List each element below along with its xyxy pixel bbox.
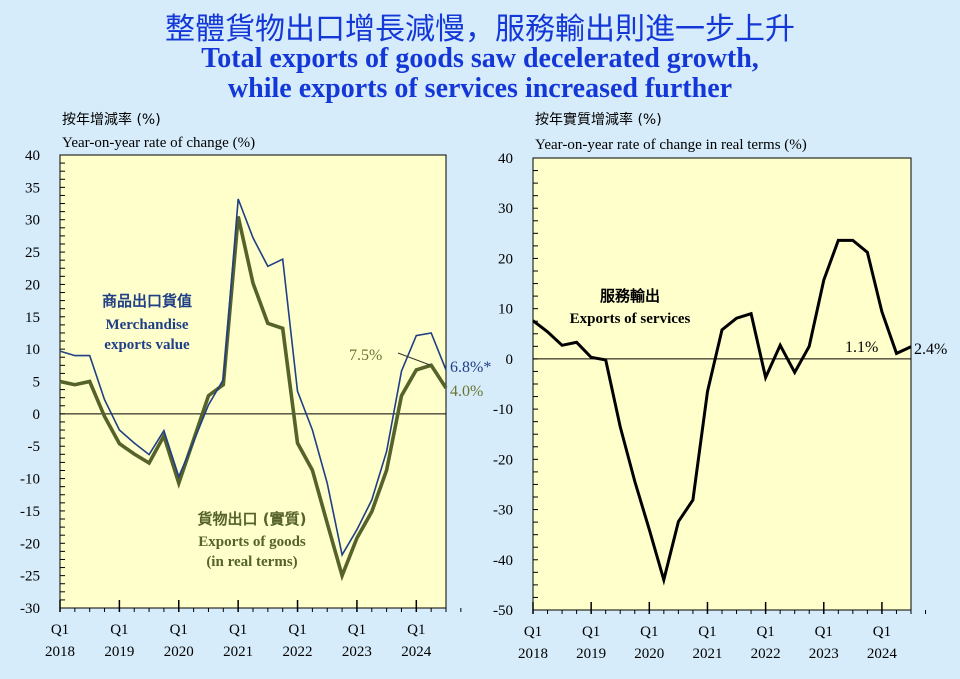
y-tick-label: -50 [493,603,513,619]
y-tick-label: -15 [20,504,40,520]
y-tick-label: -30 [20,601,40,617]
y-tick-label: 35 [25,180,40,196]
y-tick-label: 20 [25,277,40,293]
x-tick-label-year: 2024 [401,644,432,660]
y-tick-label: 30 [25,213,40,229]
x-tick-label-quarter: Q1 [698,624,716,640]
y-tick-label: 25 [25,245,40,261]
x-tick-label-year: 2018 [45,644,75,660]
y-tick-label: -10 [20,472,40,488]
merch-label-2: exports value [104,337,190,353]
x-tick-label-year: 2019 [576,646,606,662]
y-tick-label: 40 [25,148,40,164]
x-tick-label-year: 2023 [809,646,839,662]
x-tick-label-quarter: Q1 [348,622,366,638]
title-english-line-1: Total exports of goods saw decelerated g… [201,43,759,74]
right-ylabel-zh: 按年實質增減率 (%) [535,111,662,128]
x-tick-label-quarter: Q1 [229,622,247,638]
y-tick-label: 0 [33,407,41,423]
y-tick-label: -25 [20,569,40,585]
y-tick-label: 30 [498,201,513,217]
x-tick-label-year: 2020 [634,646,664,662]
x-tick-label-year: 2021 [692,646,722,662]
left-ylabel-zh: 按年增減率 (%) [62,111,161,128]
services-label: Exports of services [570,311,691,327]
x-tick-label-quarter: Q1 [524,624,542,640]
left-ylabel: Year-on-year rate of change (%) [62,135,255,151]
x-tick-label-year: 2022 [751,646,781,662]
x-tick-label-year: 2024 [867,646,898,662]
services-callout: 1.1% [845,339,878,356]
y-tick-label: 20 [498,251,513,267]
y-tick-label: -5 [28,439,41,455]
x-tick-label-quarter: Q1 [873,624,891,640]
y-tick-label: -20 [493,452,513,468]
services-label-zh: 服務輸出 [600,287,660,305]
x-tick-label-year: 2020 [164,644,194,660]
x-tick-label-quarter: Q1 [640,624,658,640]
goods-label-zh: 貨物出口 (實質) [198,510,307,528]
x-tick-label-quarter: Q1 [815,624,833,640]
y-tick-label: 0 [506,352,514,368]
left-chart: 40 35 30 25 20 15 10 5 0 -5 -10 -15 -20 -25 -30 Q1 2018 Q… [20,148,462,660]
y-tick-label: 10 [25,342,40,358]
services-end-label: 2.4% [914,341,947,358]
plot-area [532,157,912,611]
y-tick-label: 15 [25,310,40,326]
merch-end-label: 6.8%* [450,359,491,376]
plot-area [59,154,447,609]
callout-leader [397,352,431,366]
goods-label-2: (in real terms) [206,554,297,570]
right-ylabel: Year-on-year rate of change in real term… [535,137,807,153]
goods-end-label: 4.0% [450,383,483,400]
merch-label-zh: 商品出口貨值 [102,292,192,310]
goods-label: Exports of goods [198,534,306,550]
goods-callout: 7.5% [349,347,382,364]
y-tick-label: 10 [498,302,513,318]
title-english: Total exports of goods saw decelerated g… [0,44,960,104]
x-tick-label-quarter: Q1 [407,622,425,638]
x-tick-label-quarter: Q1 [170,622,188,638]
x-tick-label-quarter: Q1 [756,624,774,640]
x-tick-label-year: 2019 [104,644,134,660]
title-chinese: 整體貨物出口增長減慢，服務輸出則進一步上升 [165,12,795,47]
x-tick-label-quarter: Q1 [288,622,306,638]
x-tick-label-year: 2021 [223,644,253,660]
y-tick-label: 5 [33,375,41,391]
x-tick-label-quarter: Q1 [51,622,69,638]
merch-label: Merchandise [105,317,188,333]
y-tick-label: -40 [493,553,513,569]
y-tick-label: -30 [493,503,513,519]
y-tick-label: -20 [20,536,40,552]
x-tick-label-year: 2022 [283,644,313,660]
x-tick-label-quarter: Q1 [582,624,600,640]
y-tick-label: 40 [498,151,513,167]
x-tick-label-year: 2023 [342,644,372,660]
x-tick-label-year: 2018 [518,646,548,662]
x-tick-label-quarter: Q1 [110,622,128,638]
right-chart: 40 30 20 10 0 -10 -20 -30 -40 -50 Q1 2018 Q1 2019 Q1 20… [493,151,927,662]
title-english-line-2: while exports of services increased furt… [227,73,733,104]
y-tick-label: -10 [493,402,513,418]
